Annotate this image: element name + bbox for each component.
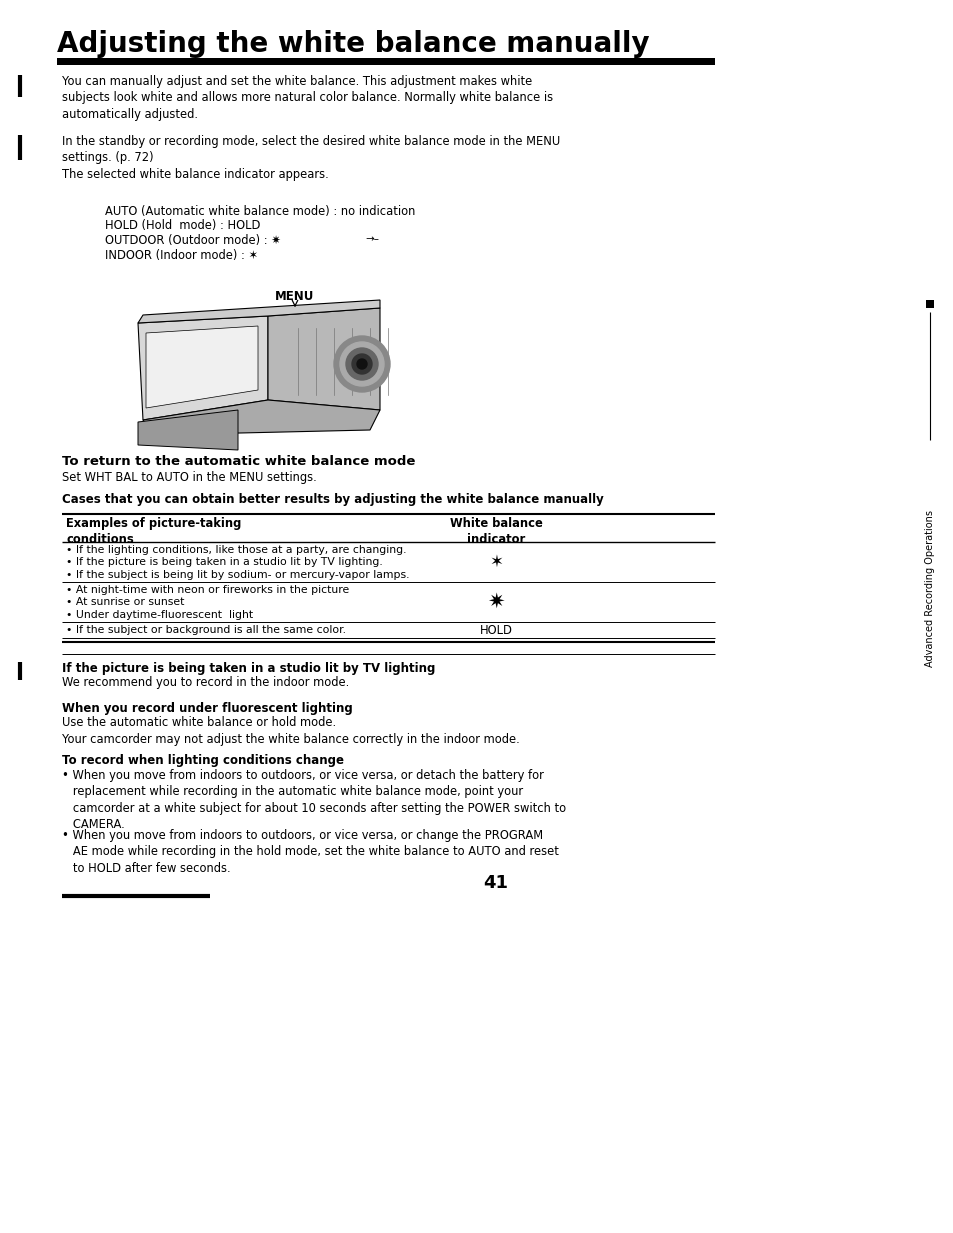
Polygon shape <box>268 308 379 411</box>
Text: When you record under fluorescent lighting: When you record under fluorescent lighti… <box>62 702 353 715</box>
Bar <box>57 58 715 65</box>
Polygon shape <box>138 411 237 450</box>
Text: In the standby or recording mode, select the desired white balance mode in the M: In the standby or recording mode, select… <box>62 134 559 181</box>
Text: Use the automatic white balance or hold mode.
Your camcorder may not adjust the : Use the automatic white balance or hold … <box>62 716 519 746</box>
Text: INDOOR (Indoor mode) : ✶: INDOOR (Indoor mode) : ✶ <box>105 249 258 261</box>
Text: MENU: MENU <box>275 290 314 303</box>
Text: Adjusting the white balance manually: Adjusting the white balance manually <box>57 30 649 58</box>
Text: You can manually adjust and set the white balance. This adjustment makes white
s: You can manually adjust and set the whit… <box>62 75 553 121</box>
Text: • At night-time with neon or fireworks in the picture
• At sunrise or sunset
• U: • At night-time with neon or fireworks i… <box>66 584 349 620</box>
Text: • If the subject or background is all the same color.: • If the subject or background is all th… <box>66 625 346 635</box>
Text: • When you move from indoors to outdoors, or vice versa, or detach the battery f: • When you move from indoors to outdoors… <box>62 769 565 831</box>
Text: Cases that you can obtain better results by adjusting the white balance manually: Cases that you can obtain better results… <box>62 493 603 506</box>
Text: ✶: ✶ <box>489 552 502 571</box>
Text: White balance
indicator: White balance indicator <box>449 517 542 546</box>
Text: Advanced Recording Operations: Advanced Recording Operations <box>924 510 934 667</box>
Text: We recommend you to record in the indoor mode.: We recommend you to record in the indoor… <box>62 676 349 689</box>
Text: →–: →– <box>365 234 378 244</box>
Polygon shape <box>146 326 257 408</box>
Circle shape <box>339 342 384 386</box>
Text: HOLD: HOLD <box>479 624 512 636</box>
Text: If the picture is being taken in a studio lit by TV lighting: If the picture is being taken in a studi… <box>62 662 435 674</box>
Circle shape <box>346 348 377 380</box>
Circle shape <box>334 337 390 392</box>
Text: To record when lighting conditions change: To record when lighting conditions chang… <box>62 755 344 767</box>
Text: HOLD (Hold  mode) : HOLD: HOLD (Hold mode) : HOLD <box>105 219 260 233</box>
Text: To return to the automatic white balance mode: To return to the automatic white balance… <box>62 455 415 469</box>
Bar <box>925 300 933 308</box>
Text: OUTDOOR (Outdoor mode) : ✷: OUTDOOR (Outdoor mode) : ✷ <box>105 234 280 247</box>
Text: 41: 41 <box>483 874 508 891</box>
Polygon shape <box>138 316 268 420</box>
Text: • If the lighting conditions, like those at a party, are changing.
• If the pict: • If the lighting conditions, like those… <box>66 545 409 580</box>
Text: Examples of picture-taking
conditions: Examples of picture-taking conditions <box>66 517 241 546</box>
Circle shape <box>352 354 372 374</box>
Polygon shape <box>138 300 379 323</box>
Text: • When you move from indoors to outdoors, or vice versa, or change the PROGRAM
 : • When you move from indoors to outdoors… <box>62 829 558 875</box>
Polygon shape <box>143 399 379 435</box>
Circle shape <box>356 359 367 369</box>
Text: Set WHT BAL to AUTO in the MENU settings.: Set WHT BAL to AUTO in the MENU settings… <box>62 471 316 485</box>
Text: AUTO (Automatic white balance mode) : no indication: AUTO (Automatic white balance mode) : no… <box>105 205 415 218</box>
Text: ✷: ✷ <box>487 592 504 612</box>
